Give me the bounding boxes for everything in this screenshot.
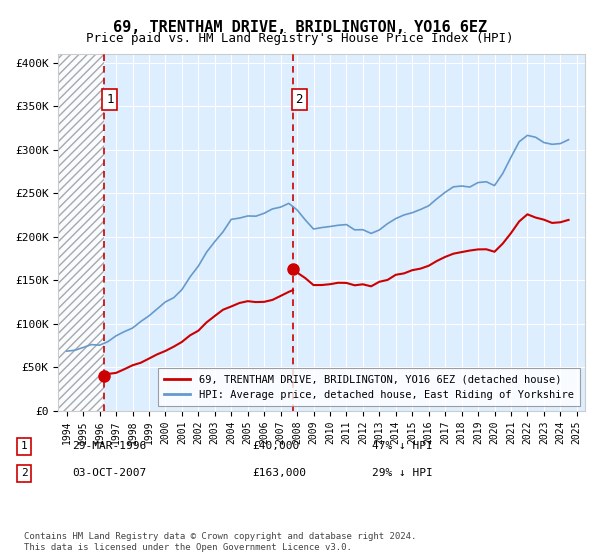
- Text: 03-OCT-2007: 03-OCT-2007: [72, 468, 146, 478]
- Text: 29-MAR-1996: 29-MAR-1996: [72, 441, 146, 451]
- Text: 69, TRENTHAM DRIVE, BRIDLINGTON, YO16 6EZ: 69, TRENTHAM DRIVE, BRIDLINGTON, YO16 6E…: [113, 20, 487, 35]
- Text: This data is licensed under the Open Government Licence v3.0.: This data is licensed under the Open Gov…: [24, 543, 352, 552]
- Bar: [58, 54, 104, 411]
- Text: Contains HM Land Registry data © Crown copyright and database right 2024.: Contains HM Land Registry data © Crown c…: [24, 532, 416, 541]
- Text: 1: 1: [106, 93, 113, 106]
- Text: 2: 2: [20, 468, 28, 478]
- Legend: 69, TRENTHAM DRIVE, BRIDLINGTON, YO16 6EZ (detached house), HPI: Average price, : 69, TRENTHAM DRIVE, BRIDLINGTON, YO16 6E…: [158, 368, 580, 406]
- Text: Price paid vs. HM Land Registry's House Price Index (HPI): Price paid vs. HM Land Registry's House …: [86, 32, 514, 45]
- Text: £163,000: £163,000: [252, 468, 306, 478]
- Text: 29% ↓ HPI: 29% ↓ HPI: [372, 468, 433, 478]
- Text: £40,000: £40,000: [252, 441, 299, 451]
- Text: 1: 1: [20, 441, 28, 451]
- Text: 47% ↓ HPI: 47% ↓ HPI: [372, 441, 433, 451]
- Text: 2: 2: [295, 93, 303, 106]
